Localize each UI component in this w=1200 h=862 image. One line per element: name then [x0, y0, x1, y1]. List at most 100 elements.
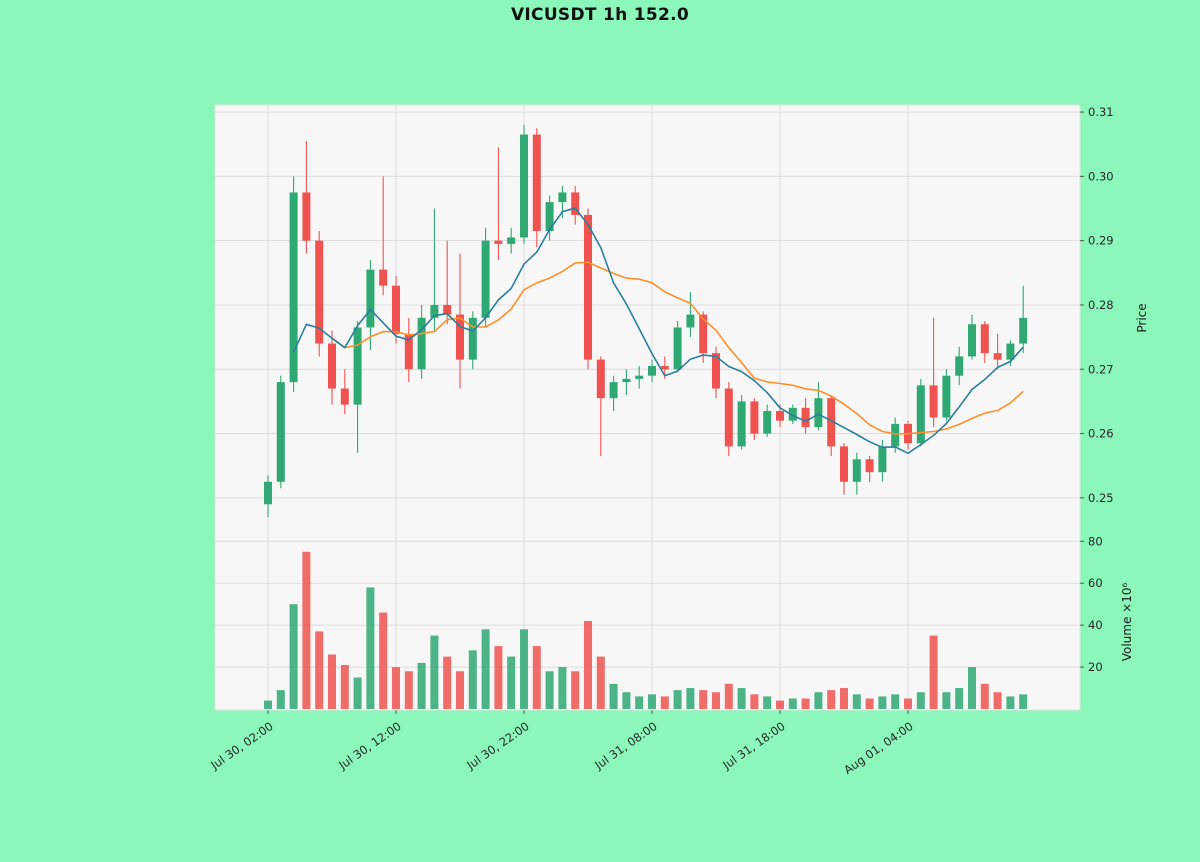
- candle-body: [891, 423, 900, 447]
- volume-tick-label: 20: [1088, 660, 1103, 674]
- x-tick-label: Jul 31, 08:00: [591, 719, 659, 773]
- candle-body: [315, 240, 324, 344]
- volume-bar: [801, 698, 810, 709]
- candle-body: [404, 333, 413, 370]
- candle-body: [852, 459, 861, 482]
- volume-bar: [788, 698, 797, 709]
- x-tick-label: Aug 01, 04:00: [841, 719, 916, 777]
- volume-bar: [392, 667, 400, 709]
- volume-bar: [993, 692, 1002, 709]
- x-tick-label: Jul 30, 02:00: [207, 719, 275, 773]
- volume-bar: [904, 698, 912, 709]
- volume-bar: [878, 696, 887, 709]
- x-tick-label: Jul 30, 22:00: [463, 719, 531, 773]
- price-tick-label: 0.30: [1088, 169, 1114, 183]
- candle-body: [968, 324, 976, 357]
- volume-bar: [980, 683, 989, 709]
- candle-body: [660, 366, 669, 370]
- volume-bar: [481, 629, 490, 709]
- volume-bar: [430, 635, 439, 709]
- candle-bodies: [264, 134, 1028, 505]
- candle-body: [532, 134, 541, 232]
- price-tick-label: 0.25: [1088, 491, 1114, 505]
- volume-bar: [417, 662, 426, 709]
- candle-body: [878, 446, 887, 473]
- candle-body: [417, 317, 426, 370]
- candle-body: [481, 240, 490, 318]
- candle-body: [1006, 343, 1015, 360]
- volume-bar: [750, 694, 759, 709]
- volume-bar: [942, 692, 951, 709]
- candle-body: [827, 398, 836, 447]
- volume-bar: [1019, 694, 1028, 709]
- volume-bar: [379, 612, 388, 709]
- chart-title: VICUSDT 1h 152.0: [510, 5, 690, 25]
- volume-bar: [968, 667, 976, 709]
- volume-bar: [763, 696, 772, 709]
- volume-bar: [494, 646, 503, 709]
- volume-bar: [520, 629, 528, 709]
- price-tick-label: 0.28: [1088, 298, 1114, 312]
- candle-body: [276, 382, 285, 482]
- price-tick-label: 0.31: [1088, 105, 1114, 119]
- candle-body: [289, 192, 298, 383]
- candle-body: [699, 314, 708, 354]
- candle-body: [571, 192, 580, 215]
- candle-body: [545, 202, 554, 232]
- volume-bar: [1006, 696, 1015, 709]
- candle-body: [264, 481, 272, 505]
- volume-bar: [302, 551, 311, 709]
- candle-body: [942, 375, 951, 418]
- candle-body: [596, 359, 605, 399]
- candle-body: [430, 304, 439, 318]
- volume-bars: [264, 551, 1028, 709]
- volume-bar: [840, 688, 848, 709]
- volume-bar: [827, 690, 836, 709]
- candle-body: [737, 401, 746, 447]
- candle-body: [379, 269, 388, 286]
- candle-body: [750, 401, 759, 434]
- candle-body: [468, 317, 477, 360]
- candle-body: [788, 407, 797, 421]
- volume-tick-label: 40: [1088, 618, 1103, 632]
- candle-body: [609, 382, 618, 399]
- candle-body: [776, 411, 784, 421]
- candle-body: [494, 240, 503, 244]
- volume-bar: [776, 700, 784, 709]
- volume-bar: [609, 683, 618, 709]
- candle-body: [840, 446, 848, 482]
- candle-body: [302, 192, 311, 241]
- volume-bar: [724, 683, 733, 709]
- candle-body: [955, 356, 964, 376]
- volume-bar: [404, 671, 413, 709]
- price-tick-label: 0.27: [1088, 362, 1114, 376]
- candle-body: [635, 375, 644, 379]
- price-tick-label: 0.26: [1088, 427, 1114, 441]
- volume-bar: [814, 692, 823, 709]
- volume-bar: [916, 692, 925, 709]
- volume-bar: [315, 631, 324, 709]
- candle-body: [340, 388, 349, 405]
- candle-body: [1019, 317, 1028, 344]
- volume-bar: [468, 650, 477, 709]
- volume-bar: [648, 694, 656, 709]
- candle-body: [353, 327, 362, 405]
- volume-bar: [635, 696, 644, 709]
- volume-bar: [712, 692, 720, 709]
- candle-body: [916, 385, 925, 444]
- ma-fast-line: [292, 207, 1024, 455]
- volume-bar: [340, 664, 349, 709]
- volume-bar: [276, 690, 285, 709]
- volume-tick-label: 60: [1088, 576, 1103, 590]
- volume-tick-label: 80: [1088, 534, 1103, 548]
- volume-bar: [584, 620, 592, 709]
- volume-bar: [558, 667, 567, 709]
- ma-slow-line: [331, 261, 1024, 435]
- candle-body: [507, 237, 516, 244]
- candle-body: [993, 353, 1002, 360]
- volume-bar: [545, 671, 554, 709]
- volume-bar: [353, 677, 362, 709]
- candle-body: [712, 353, 720, 389]
